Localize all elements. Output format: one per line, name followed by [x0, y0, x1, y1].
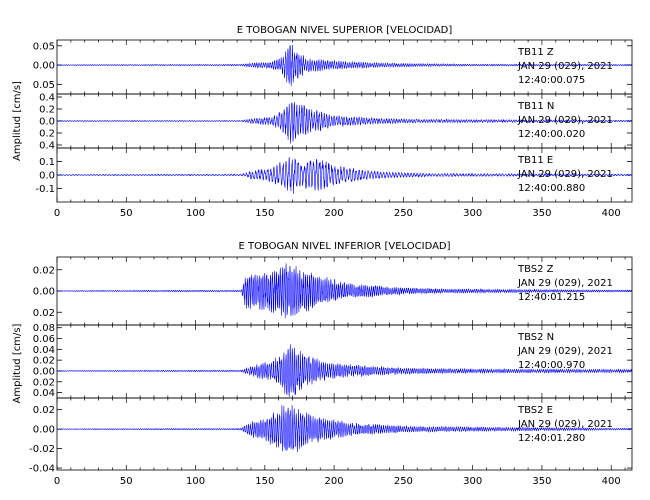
time-label: 12:40:00.020	[518, 129, 585, 140]
y-tick-label: 0.4	[39, 93, 55, 104]
x-tick-label: 150	[255, 208, 274, 219]
date-label: JAN 29 (029), 2021	[517, 278, 613, 289]
y-tick-label: -0.02	[29, 444, 55, 455]
waveform-line	[57, 344, 632, 397]
y-tick-label: 0.00	[33, 366, 55, 377]
time-label: 12:40:00.880	[518, 183, 585, 194]
x-tick-label: 100	[186, 476, 205, 487]
y-tick-label: -0.1	[35, 184, 55, 195]
y-tick-label: -0.04	[29, 464, 55, 475]
panel-tbs2-e: -0.04 -0.02 0.00 0.02 TBS2 E JAN 29 (029), 20…	[29, 397, 633, 475]
y-tick-label: 0.00	[33, 425, 55, 436]
waveform-line	[57, 44, 632, 87]
time-label: 12:40:01.280	[518, 433, 585, 444]
x-tick-label: 400	[602, 476, 621, 487]
chart-title-inferior: E TOBOGAN NIVEL INFERIOR [VELOCIDAD]	[238, 241, 450, 252]
x-tick-label: 50	[120, 208, 133, 219]
panel-tb11-e: -0.1 0.0 0.1 TB11 E JAN 29 (029), 2021 12:40:…	[35, 147, 633, 203]
x-tick-label: 400	[602, 208, 621, 219]
date-label: JAN 29 (029), 2021	[517, 115, 613, 126]
y-tick-label: 0.05	[33, 41, 55, 52]
y-tick-label: 0.04	[33, 345, 55, 356]
y-tick-label: 0.00	[33, 61, 55, 72]
time-label: 12:40:00.970	[518, 360, 585, 371]
x-tick-label: 250	[394, 476, 413, 487]
panel-frame	[56, 397, 633, 471]
panel-tb11-z: 0.05 0.00 0.05 TB11 Z JAN 29 (029), 2021 12:4…	[33, 39, 633, 95]
waveform-line	[57, 101, 632, 144]
y-axis-label-inferior: Amplitud [cm/s]	[12, 323, 23, 403]
panel-tbs2-z: 0.02 0.00 0.02 TBS2 Z JAN 29 (029), 2021 12:4…	[33, 256, 633, 326]
x-tick-label: 200	[325, 208, 344, 219]
x-tick-label: 0	[54, 208, 60, 219]
x-tick-label: 100	[186, 208, 205, 219]
chart-title-superior: E TOBOGAN NIVEL SUPERIOR [VELOCIDAD]	[237, 25, 453, 36]
y-tick-label: 0.02	[33, 308, 55, 319]
y-tick-label: 0.02	[33, 265, 55, 276]
station-component-label: TBS2 E	[517, 405, 553, 416]
y-tick-label: 0.1	[39, 157, 55, 168]
time-label: 12:40:01.215	[518, 292, 585, 303]
x-tick-label: 200	[325, 476, 344, 487]
date-label: JAN 29 (029), 2021	[517, 346, 613, 357]
y-tick-label: 0.06	[33, 334, 55, 345]
y-tick-label: 0.4	[39, 141, 55, 152]
y-tick-label: 0.00	[33, 287, 55, 298]
x-tick-label: 300	[463, 208, 482, 219]
y-tick-label: 0.02	[33, 377, 55, 388]
waveform-line	[57, 405, 632, 453]
date-label: JAN 29 (029), 2021	[517, 61, 613, 72]
x-tick-label: 300	[463, 476, 482, 487]
date-label: JAN 29 (029), 2021	[517, 419, 613, 430]
x-tick-label: 150	[255, 476, 274, 487]
x-tick-label: 350	[532, 208, 551, 219]
y-tick-label: 0.08	[33, 323, 55, 334]
waveform-line	[57, 263, 632, 319]
x-tick-label: 350	[532, 476, 551, 487]
y-tick-label: 0.2	[39, 129, 55, 140]
station-component-label: TBS2 Z	[517, 264, 554, 275]
waveform-line	[57, 157, 632, 194]
y-tick-label: 0.0	[39, 171, 55, 182]
y-tick-label: 0.04	[33, 388, 55, 399]
y-tick-label: 0.02	[33, 405, 55, 416]
y-tick-label: 0.0	[39, 117, 55, 128]
y-axis-label-superior: Amplitud [cm/s]	[12, 81, 23, 161]
x-tick-label: 0	[54, 476, 60, 487]
y-tick-label: 0.05	[33, 80, 55, 91]
x-tick-label: 250	[394, 208, 413, 219]
y-tick-label: 0.02	[33, 356, 55, 367]
station-component-label: TB11 E	[517, 155, 553, 166]
station-component-label: TB11 Z	[517, 47, 554, 58]
x-tick-label: 50	[120, 476, 133, 487]
date-label: JAN 29 (029), 2021	[517, 169, 613, 180]
time-label: 12:40:00.075	[518, 75, 585, 86]
y-tick-label: 0.2	[39, 105, 55, 116]
station-component-label: TB11 N	[517, 101, 554, 112]
station-component-label: TBS2 N	[517, 332, 554, 343]
